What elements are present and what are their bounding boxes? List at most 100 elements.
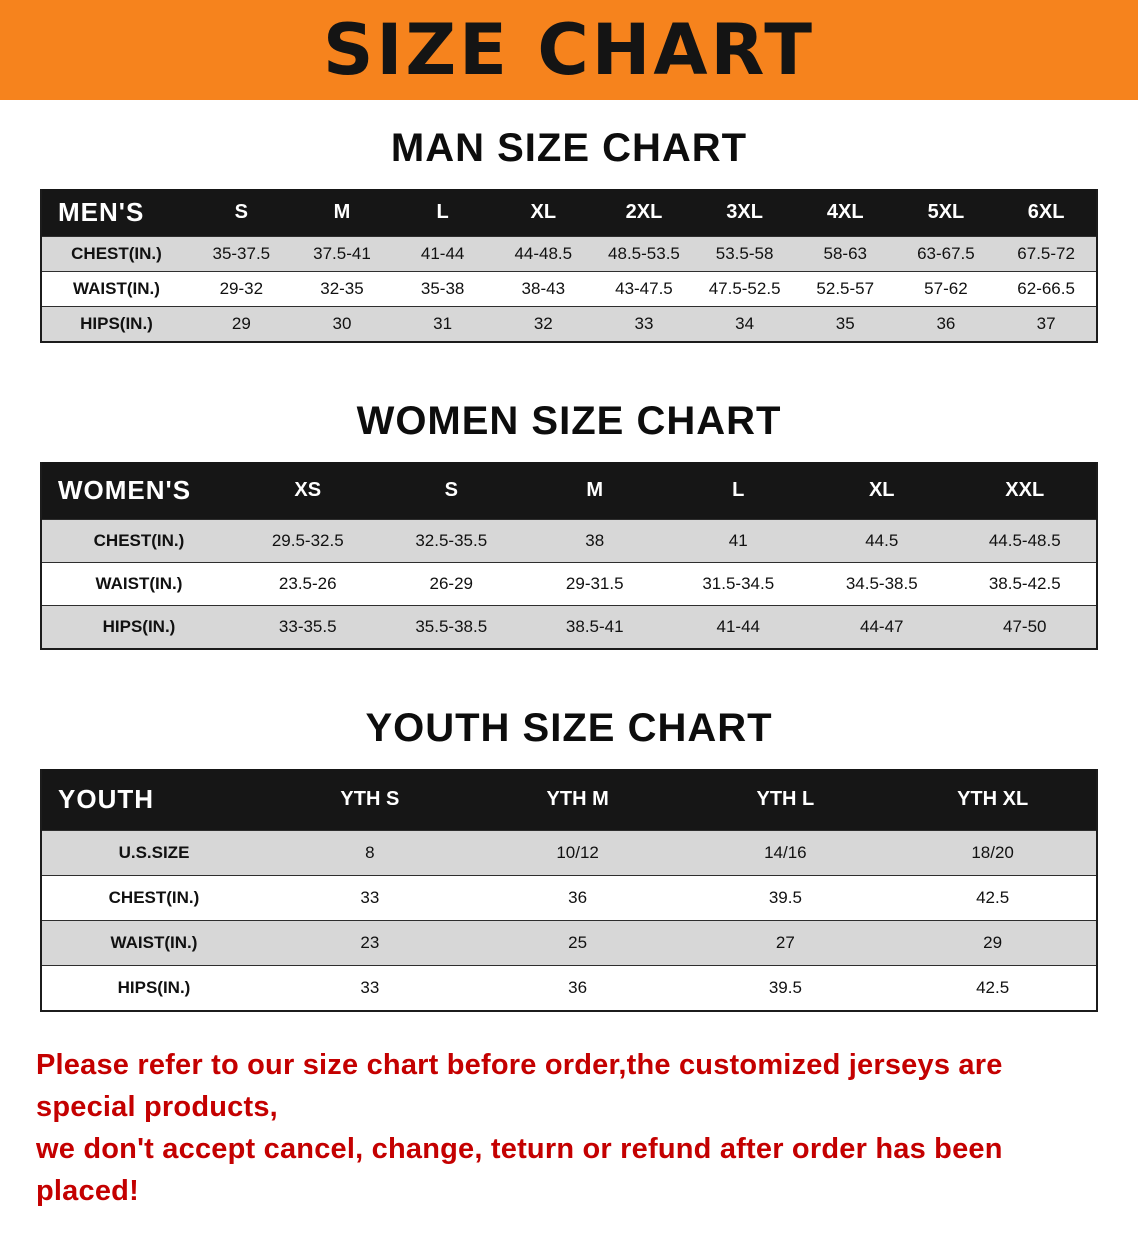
size-value-cell: 29.5-32.5 xyxy=(271,531,344,550)
size-value-cell: 36 xyxy=(936,314,956,333)
men-table-body: CHEST(IN.) 35-37.5 37.5-41 41-44 44-48.5 48.5… xyxy=(41,236,1097,342)
women-size-section: WOMEN SIZE CHART WOMEN'S XS S M L XL XXL CHEST… xyxy=(0,399,1138,650)
women-section-heading: WOMEN SIZE CHART xyxy=(356,399,782,443)
table-row: CHEST(IN.) 33 36 39.5 42.5 xyxy=(41,875,1097,921)
size-column-header: 2XL xyxy=(593,189,695,237)
measurement-row-label: WAIST(IN.) xyxy=(95,574,183,593)
size-value-cell: 25 xyxy=(568,933,588,952)
youth-section-heading: YOUTH SIZE CHART xyxy=(365,706,773,750)
size-value-cell: 41-44 xyxy=(716,617,760,636)
category-header: MEN'S xyxy=(41,189,191,237)
size-value-cell: 37.5-41 xyxy=(313,244,371,263)
measurement-row-label: U.S.SIZE xyxy=(118,843,190,862)
disclaimer-line-1: Please refer to our size chart before or… xyxy=(36,1049,1003,1124)
size-value-cell: 47-50 xyxy=(1003,617,1047,636)
size-value-cell: 42.5 xyxy=(976,978,1010,997)
size-value-cell: 18/20 xyxy=(971,843,1014,862)
youth-size-table: YOUTH YTH S YTH M YTH L YTH XL U.S.SIZE 8 10/1… xyxy=(40,769,1098,1012)
table-row: U.S.SIZE 8 10/12 14/16 18/20 xyxy=(41,830,1097,876)
size-value-cell: 29-32 xyxy=(219,279,264,298)
size-column-header: YTH S xyxy=(266,769,474,831)
size-column-header: S xyxy=(191,189,292,237)
measurement-row-label: HIPS(IN.) xyxy=(117,978,191,997)
size-column-header: M xyxy=(291,189,393,237)
size-column-header: XXL xyxy=(953,462,1097,520)
size-value-cell: 53.5-58 xyxy=(715,244,774,263)
size-value-cell: 57-62 xyxy=(924,279,968,298)
table-row: HIPS(IN.) 33-35.5 35.5-38.5 38.5-41 41-44 44-… xyxy=(41,605,1097,649)
size-column-header: L xyxy=(392,189,493,237)
table-row: CHEST(IN.) 29.5-32.5 32.5-35.5 38 41 44.5 44.5… xyxy=(41,519,1097,563)
youth-size-section: YOUTH SIZE CHART YOUTH YTH S YTH M YTH L YTH… xyxy=(0,706,1138,1012)
size-column-header: 3XL xyxy=(694,189,795,237)
page-title: SIZE CHART xyxy=(322,9,816,91)
size-value-cell: 52.5-57 xyxy=(816,279,875,298)
size-value-cell: 32 xyxy=(533,314,553,333)
men-table-header: MEN'S S M L XL 2XL 3XL 4XL 5XL 6XL xyxy=(41,189,1097,237)
size-value-cell: 35-37.5 xyxy=(212,244,271,263)
size-column-header: XS xyxy=(236,462,380,520)
table-row: HIPS(IN.) 33 36 39.5 42.5 xyxy=(41,965,1097,1011)
size-value-cell: 31 xyxy=(433,314,453,333)
size-value-cell: 29 xyxy=(983,933,1003,952)
size-value-cell: 23 xyxy=(360,933,380,952)
measurement-row-label: HIPS(IN.) xyxy=(102,617,176,636)
size-value-cell: 36 xyxy=(568,978,588,997)
men-section-heading: MAN SIZE CHART xyxy=(390,126,748,170)
size-value-cell: 38.5-42.5 xyxy=(988,574,1061,593)
measurement-row-label: CHEST(IN.) xyxy=(93,531,185,550)
banner: SIZE CHART xyxy=(0,0,1138,100)
size-value-cell: 26-29 xyxy=(429,574,473,593)
table-row: CHEST(IN.) 35-37.5 37.5-41 41-44 44-48.5 48.5… xyxy=(41,236,1097,272)
measurement-row-label: CHEST(IN.) xyxy=(108,888,200,907)
size-value-cell: 43-47.5 xyxy=(615,279,673,298)
size-value-cell: 44.5-48.5 xyxy=(988,531,1061,550)
size-column-header: 5XL xyxy=(895,189,997,237)
size-value-cell: 31.5-34.5 xyxy=(702,574,775,593)
size-value-cell: 23.5-26 xyxy=(278,574,337,593)
table-row: WAIST(IN.) 23 25 27 29 xyxy=(41,920,1097,966)
youth-table-body: U.S.SIZE 8 10/12 14/16 18/20 CHEST(IN.) 33 36 39… xyxy=(41,830,1097,1011)
size-value-cell: 39.5 xyxy=(768,888,802,907)
size-column-header: YTH M xyxy=(473,769,682,831)
table-header-row: MEN'S S M L XL 2XL 3XL 4XL 5XL 6XL xyxy=(41,189,1097,237)
disclaimer-text: Please refer to our size chart before or… xyxy=(0,1044,1138,1236)
size-value-cell: 58-63 xyxy=(823,244,867,263)
measurement-row-label: WAIST(IN.) xyxy=(110,933,198,952)
size-value-cell: 32.5-35.5 xyxy=(415,531,488,550)
size-column-header: YTH XL xyxy=(889,769,1097,831)
size-value-cell: 36 xyxy=(568,888,588,907)
size-value-cell: 29 xyxy=(231,314,251,333)
men-size-table: MEN'S S M L XL 2XL 3XL 4XL 5XL 6XL CHEST(IN.) 35-3… xyxy=(40,189,1098,343)
category-header: YOUTH xyxy=(41,769,266,831)
women-table-body: CHEST(IN.) 29.5-32.5 32.5-35.5 38 41 44.5 44.5… xyxy=(41,519,1097,649)
category-header: WOMEN'S xyxy=(41,462,236,520)
size-value-cell: 14/16 xyxy=(764,843,807,862)
size-value-cell: 30 xyxy=(332,314,352,333)
size-value-cell: 48.5-53.5 xyxy=(608,244,680,263)
measurement-row-label: CHEST(IN.) xyxy=(71,244,162,263)
size-column-header: 6XL xyxy=(996,189,1097,237)
size-value-cell: 62-66.5 xyxy=(1017,279,1075,298)
size-column-header: YTH L xyxy=(681,769,890,831)
size-value-cell: 47.5-52.5 xyxy=(708,279,781,298)
size-value-cell: 44.5 xyxy=(865,531,899,550)
youth-table-header: YOUTH YTH S YTH M YTH L YTH XL xyxy=(41,769,1097,831)
size-value-cell: 38-43 xyxy=(521,279,566,298)
measurement-row-label: WAIST(IN.) xyxy=(73,279,160,298)
size-value-cell: 63-67.5 xyxy=(917,244,975,263)
size-value-cell: 37 xyxy=(1036,314,1056,333)
size-value-cell: 35-38 xyxy=(420,279,465,298)
men-size-section: MAN SIZE CHART MEN'S S M L XL 2XL 3XL 4XL 5XL 6XL… xyxy=(0,126,1138,343)
size-column-header: L xyxy=(666,462,810,520)
size-value-cell: 33 xyxy=(360,978,380,997)
size-value-cell: 8 xyxy=(365,843,375,862)
size-column-header: XL xyxy=(810,462,954,520)
table-row: WAIST(IN.) 23.5-26 26-29 29-31.5 31.5-34.5 34… xyxy=(41,562,1097,606)
size-value-cell: 33-35.5 xyxy=(278,617,337,636)
measurement-row-label: HIPS(IN.) xyxy=(80,314,153,333)
size-value-cell: 29-31.5 xyxy=(565,574,624,593)
size-value-cell: 33 xyxy=(634,314,654,333)
women-table-header: WOMEN'S XS S M L XL XXL xyxy=(41,462,1097,520)
